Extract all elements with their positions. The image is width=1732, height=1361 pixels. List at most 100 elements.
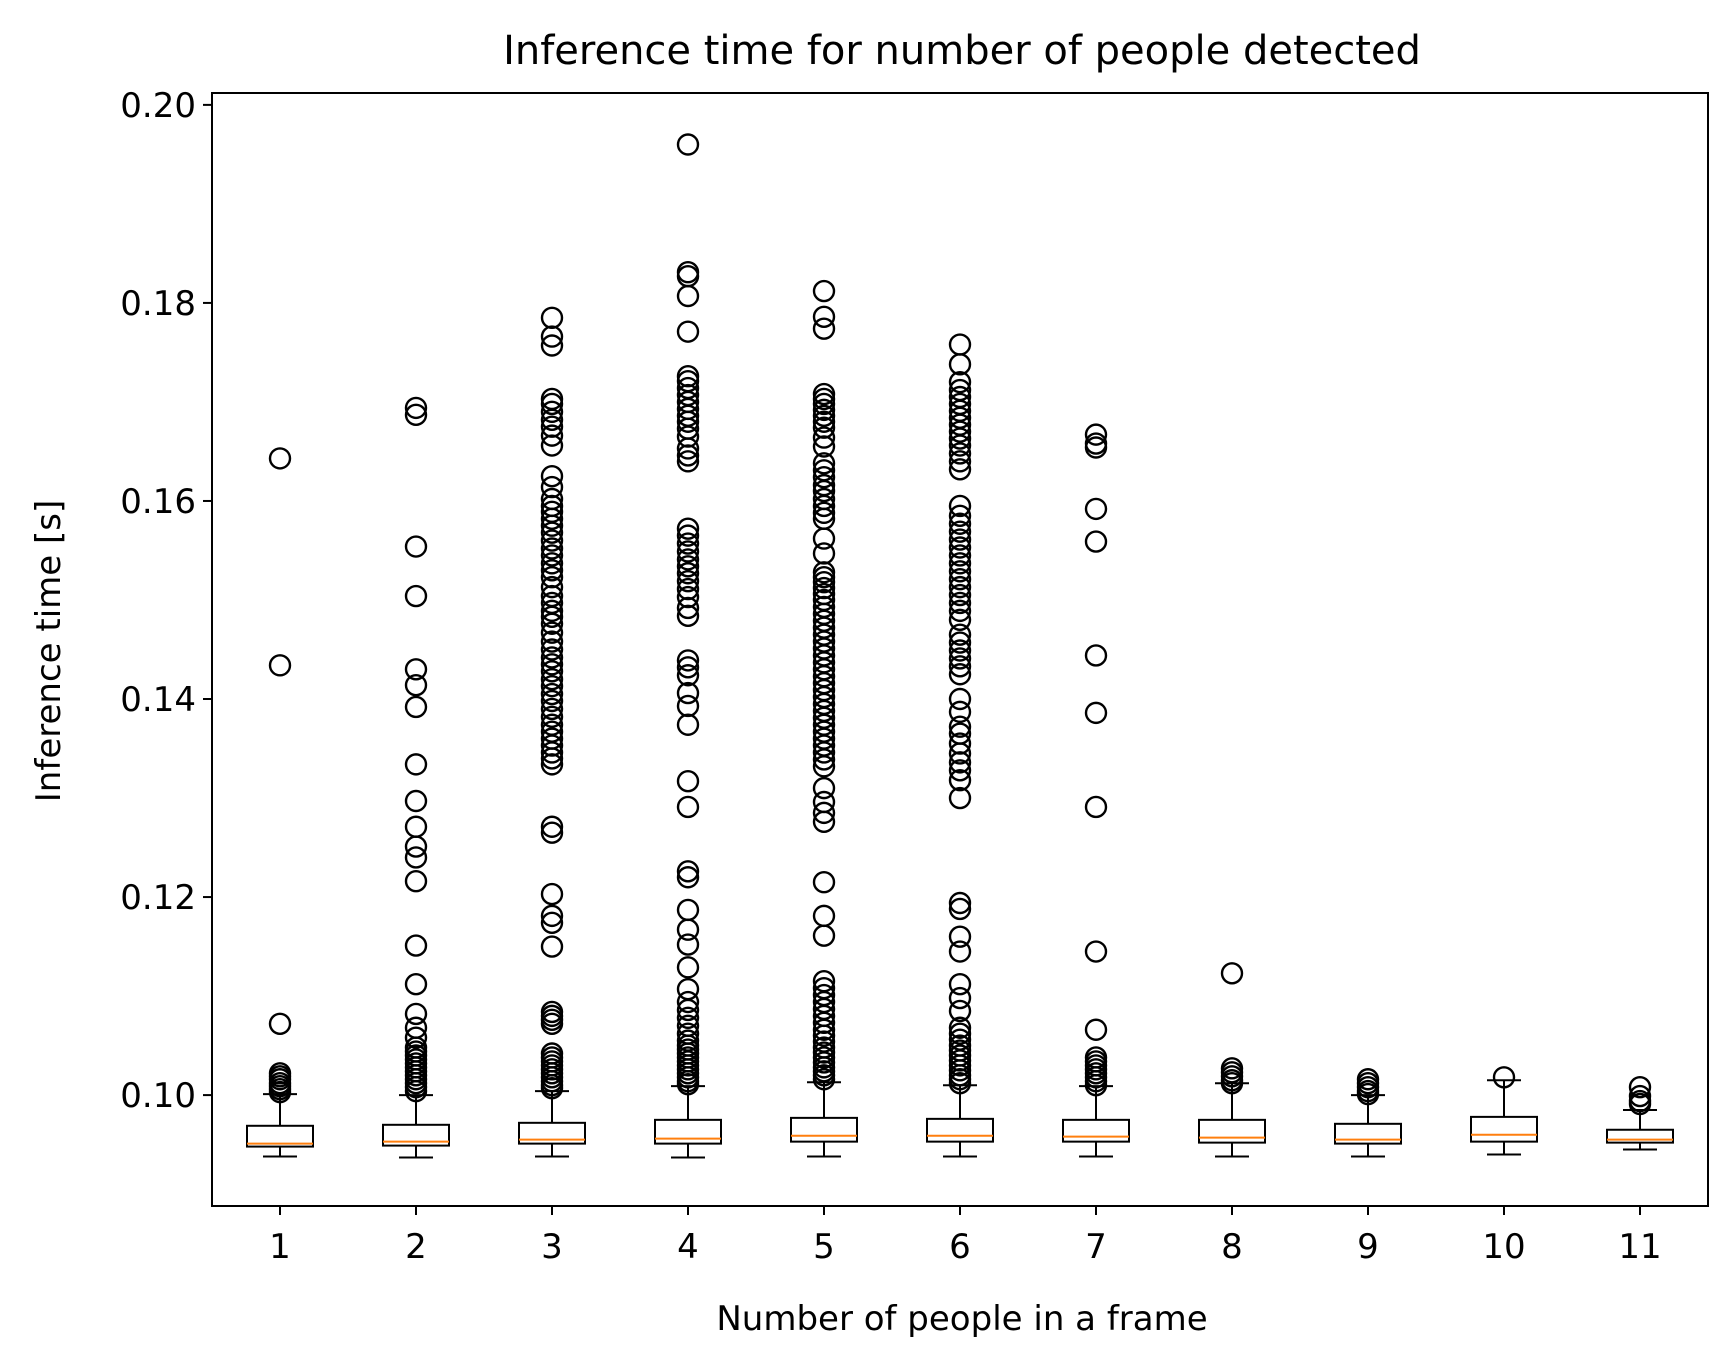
outlier-point bbox=[676, 284, 700, 308]
x-tick-label: 1 bbox=[269, 1227, 291, 1267]
outlier-point bbox=[540, 630, 564, 653]
outlier-point bbox=[812, 410, 836, 433]
outlier-point bbox=[404, 835, 428, 858]
outlier-point bbox=[404, 1002, 428, 1026]
outlier-point bbox=[676, 1073, 700, 1096]
outlier-point bbox=[540, 621, 564, 644]
outlier-point bbox=[540, 552, 564, 575]
outlier-point bbox=[540, 741, 564, 764]
outlier-point bbox=[676, 933, 700, 956]
outlier-point bbox=[812, 871, 836, 894]
outlier-point bbox=[540, 689, 564, 713]
outlier-point bbox=[676, 569, 700, 593]
outlier-point bbox=[1084, 497, 1108, 521]
outlier-point bbox=[1084, 644, 1108, 667]
outlier-point bbox=[540, 408, 564, 431]
box bbox=[518, 1121, 586, 1145]
outlier-point bbox=[948, 715, 972, 738]
outlier-point bbox=[540, 747, 564, 770]
outlier-point bbox=[540, 705, 564, 729]
y-axis-label: Inference time [s] bbox=[29, 500, 69, 802]
outlier-point bbox=[948, 608, 972, 631]
outlier-point bbox=[948, 623, 972, 646]
y-tick-label: 0.18 bbox=[120, 284, 196, 324]
outlier-point bbox=[540, 911, 564, 934]
outlier-point bbox=[948, 655, 972, 678]
outlier-point bbox=[812, 1024, 836, 1047]
x-tick-label: 2 bbox=[405, 1227, 427, 1267]
outlier-point bbox=[676, 866, 700, 889]
outlier-point bbox=[948, 567, 972, 591]
outlier-point bbox=[676, 860, 700, 883]
outlier-point bbox=[404, 846, 428, 869]
outlier-point bbox=[404, 535, 428, 558]
outlier-point bbox=[812, 398, 836, 422]
box bbox=[1606, 1128, 1674, 1144]
outlier-point bbox=[948, 442, 972, 465]
outlier-point bbox=[404, 753, 428, 776]
outlier-point bbox=[948, 891, 972, 915]
outlier-point bbox=[1084, 1073, 1108, 1097]
outlier-point bbox=[948, 742, 972, 765]
x-tick-label: 8 bbox=[1221, 1227, 1243, 1267]
outlier-point bbox=[948, 504, 972, 528]
box bbox=[790, 1116, 858, 1143]
outlier-point bbox=[540, 559, 564, 582]
outlier-point bbox=[540, 507, 564, 530]
x-tick-label: 4 bbox=[677, 1227, 699, 1267]
outlier-point bbox=[540, 334, 564, 357]
outlier-point bbox=[948, 583, 972, 607]
outlier-point bbox=[812, 570, 836, 594]
outlier-point bbox=[540, 575, 564, 599]
outlier-point bbox=[676, 555, 700, 578]
box bbox=[1470, 1115, 1538, 1143]
outlier-point bbox=[676, 524, 700, 547]
outlier-point bbox=[676, 664, 700, 687]
outlier-point bbox=[812, 392, 836, 416]
outlier-point bbox=[676, 562, 700, 585]
outlier-point bbox=[812, 452, 836, 475]
outlier-point bbox=[948, 560, 972, 583]
box bbox=[382, 1123, 450, 1147]
outlier-point bbox=[676, 656, 700, 679]
outlier-point bbox=[540, 668, 564, 691]
outlier-point bbox=[948, 427, 972, 450]
outlier-point bbox=[676, 649, 700, 672]
outlier-point bbox=[404, 658, 428, 681]
outlier-point bbox=[812, 435, 836, 458]
outlier-point bbox=[676, 956, 700, 979]
outlier-point bbox=[404, 695, 428, 719]
outlier-point bbox=[1220, 962, 1244, 985]
outlier-point bbox=[812, 279, 836, 303]
outlier-point bbox=[540, 682, 564, 706]
outlier-point bbox=[676, 769, 700, 793]
outlier-point bbox=[948, 512, 972, 535]
outlier-point bbox=[1628, 1092, 1652, 1116]
y-tick-label: 0.20 bbox=[120, 86, 196, 126]
outlier-point bbox=[404, 396, 428, 420]
outlier-point bbox=[812, 741, 836, 764]
outlier-point bbox=[948, 520, 972, 543]
y-tick-label: 0.10 bbox=[120, 1076, 196, 1116]
outlier-point bbox=[540, 514, 564, 537]
outlier-point bbox=[948, 700, 972, 724]
outlier-point bbox=[540, 821, 564, 844]
outlier-point bbox=[268, 1012, 292, 1036]
outlier-point bbox=[1492, 1066, 1516, 1089]
outlier-point bbox=[540, 392, 564, 416]
outlier-point bbox=[540, 537, 564, 560]
outlier-point bbox=[948, 663, 972, 686]
outlier-point bbox=[404, 584, 428, 608]
outlier-point bbox=[948, 897, 972, 921]
outlier-point bbox=[812, 810, 836, 833]
outlier-point bbox=[676, 1006, 700, 1030]
outlier-point bbox=[812, 801, 836, 825]
outlier-point bbox=[404, 789, 428, 813]
outlier-point bbox=[676, 320, 700, 343]
outlier-point bbox=[812, 1068, 836, 1091]
x-tick-label: 3 bbox=[541, 1227, 563, 1267]
outlier-point bbox=[676, 444, 700, 467]
x-tick-label: 11 bbox=[1618, 1227, 1661, 1267]
outlier-point bbox=[812, 1018, 836, 1041]
outlier-point bbox=[948, 458, 972, 481]
